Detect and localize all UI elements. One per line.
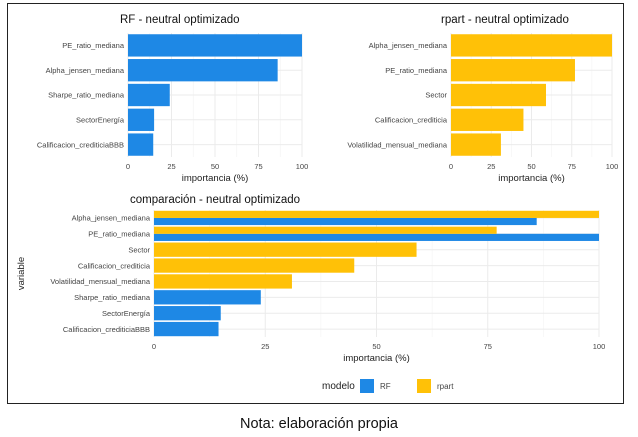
rf-y-tick-label: SectorEnergía — [76, 116, 125, 125]
figure: RF - neutral optimizado 0 25 50 75 100 PE_rati… — [16, 14, 618, 393]
comparacion-panel: comparación - neutral optimizado 0 25 50 75 1… — [16, 194, 605, 393]
rpart-bar — [451, 83, 546, 107]
rf-y-tick-label: PE_ratio_mediana — [62, 41, 125, 50]
comparacion-y-axis-label: variable — [16, 257, 27, 290]
comparacion-y-tick-label: Alpha_jensen_mediana — [72, 214, 151, 223]
comparacion-x-tick-label: 75 — [484, 342, 492, 351]
rpart-y-tick-label: PE_ratio_mediana — [385, 66, 448, 75]
comparacion-bar-rpart — [154, 210, 599, 218]
comparacion-bar-rpart — [154, 258, 355, 273]
comparacion-x-tick-label: 25 — [261, 342, 269, 351]
rpart-title: rpart - neutral optimizado — [441, 14, 569, 26]
rf-title: RF - neutral optimizado — [120, 14, 240, 26]
rpart-x-tick-label: 25 — [487, 162, 495, 171]
rpart-y-tick-label: Alpha_jensen_mediana — [369, 41, 448, 50]
rpart-panel: rpart - neutral optimizado 0 25 50 75 100 Alph… — [347, 14, 618, 184]
rf-x-tick-label: 100 — [296, 162, 309, 171]
rf-x-tick-label: 50 — [211, 162, 219, 171]
comparacion-x-axis-label: importancia (%) — [343, 353, 410, 364]
rf-bar — [128, 108, 155, 131]
rf-x-tick-label: 75 — [254, 162, 262, 171]
comparacion-legend-key-rf — [360, 379, 374, 393]
comparacion-y-tick-label: Calificacion_crediticiaBBB — [63, 325, 150, 334]
comparacion-legend-title: modelo — [322, 381, 355, 392]
comparacion-bar-rf — [154, 290, 261, 305]
comparacion-title: comparación - neutral optimizado — [130, 194, 300, 206]
caption: Nota: elaboración propia — [240, 416, 398, 432]
rpart-x-axis-label: importancia (%) — [498, 173, 565, 184]
rpart-x-tick-label: 75 — [568, 162, 576, 171]
rpart-bar — [451, 133, 501, 156]
comparacion-bar-rpart — [154, 242, 417, 257]
comparacion-legend-key-rpart — [417, 379, 431, 393]
rf-y-tick-label: Calificacion_crediticiaBBB — [37, 140, 124, 149]
rf-y-tick-label: Sharpe_ratio_mediana — [48, 91, 125, 100]
rpart-bar — [451, 59, 575, 82]
comparacion-bar-rf — [154, 217, 537, 226]
rf-bar — [128, 133, 154, 156]
rpart-y-tick-label: Volatilidad_mensual_mediana — [347, 140, 447, 149]
rf-x-tick-label: 0 — [126, 162, 130, 171]
comparacion-y-tick-label: Volatilidad_mensual_mediana — [50, 277, 150, 286]
rf-bar — [128, 34, 302, 57]
comparacion-bar-rf — [154, 321, 219, 337]
comparacion-x-tick-label: 50 — [372, 342, 380, 351]
comparacion-x-tick-label: 0 — [152, 342, 156, 351]
rf-bar — [128, 59, 278, 82]
comparacion-bar-rf — [154, 233, 599, 241]
comparacion-y-tick-label: Sector — [128, 245, 150, 254]
comparacion-y-tick-label: Calificacion_crediticia — [78, 261, 151, 270]
comparacion-bar-rpart — [154, 226, 497, 234]
rf-panel: RF - neutral optimizado 0 25 50 75 100 PE_rati… — [37, 14, 308, 184]
comparacion-y-tick-label: PE_ratio_mediana — [88, 230, 151, 239]
rf-bar — [128, 83, 170, 107]
rf-x-tick-label: 25 — [167, 162, 175, 171]
comparacion-y-tick-label: Sharpe_ratio_mediana — [74, 293, 151, 302]
rpart-y-tick-label: Sector — [425, 91, 447, 100]
rf-x-axis-label: importancia (%) — [182, 173, 249, 184]
rpart-y-tick-label: Calificacion_crediticia — [375, 116, 448, 125]
comparacion-bar-rf — [154, 306, 221, 321]
comparacion-legend-label-rpart: rpart — [437, 382, 454, 391]
comparacion-x-tick-label: 100 — [593, 342, 606, 351]
rpart-x-tick-label: 0 — [449, 162, 453, 171]
rpart-x-tick-label: 100 — [606, 162, 619, 171]
rpart-bar — [451, 108, 524, 131]
rpart-x-tick-label: 50 — [527, 162, 535, 171]
comparacion-bar-rpart — [154, 274, 292, 289]
rf-y-tick-label: Alpha_jensen_mediana — [46, 66, 125, 75]
comparacion-y-tick-label: SectorEnergía — [102, 309, 151, 318]
comparacion-legend-label-rf: RF — [380, 382, 391, 391]
rpart-bar — [451, 34, 612, 57]
